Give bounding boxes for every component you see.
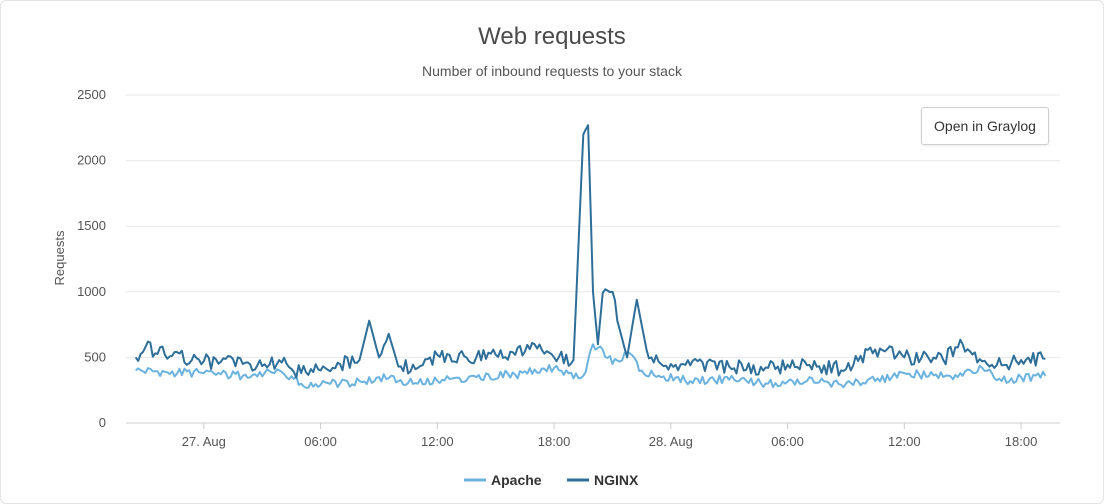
x-tick-label: 27. Aug [182,434,226,449]
y-tick-label: 1000 [77,284,106,299]
x-tick-label: 06:00 [771,434,804,449]
open-in-graylog-button[interactable]: Open in Graylog [921,107,1049,145]
series-line-nginx [134,124,1046,379]
y-tick-label: 2000 [77,153,106,168]
series-group [134,124,1047,389]
x-tick-label: 18:00 [538,434,571,449]
x-tick-label: 18:00 [1005,434,1038,449]
x-tick-label: 12:00 [888,434,921,449]
y-axis: 0 500 1000 1500 2000 2500 [77,87,106,430]
chart-subtitle: Number of inbound requests to your stack [422,63,683,79]
chart-title: Web requests [478,23,626,50]
x-tick-label: 06:00 [304,434,337,449]
x-tick-label: 12:00 [421,434,454,449]
y-tick-label: 2500 [77,87,106,102]
y-axis-title: Requests [52,230,67,285]
legend-label-nginx[interactable]: NGINX [594,472,639,488]
legend-label-apache[interactable]: Apache [491,472,542,488]
x-axis: 27. Aug 06:00 12:00 18:00 28. Aug 06:00 12:00 1… [182,423,1038,449]
x-tick-label: 28. Aug [649,434,693,449]
y-tick-label: 0 [99,415,106,430]
y-tick-label: 500 [84,349,106,364]
legend[interactable]: Apache NGINX [464,472,639,488]
series-line-apache [135,343,1047,389]
y-tick-label: 1500 [77,218,106,233]
